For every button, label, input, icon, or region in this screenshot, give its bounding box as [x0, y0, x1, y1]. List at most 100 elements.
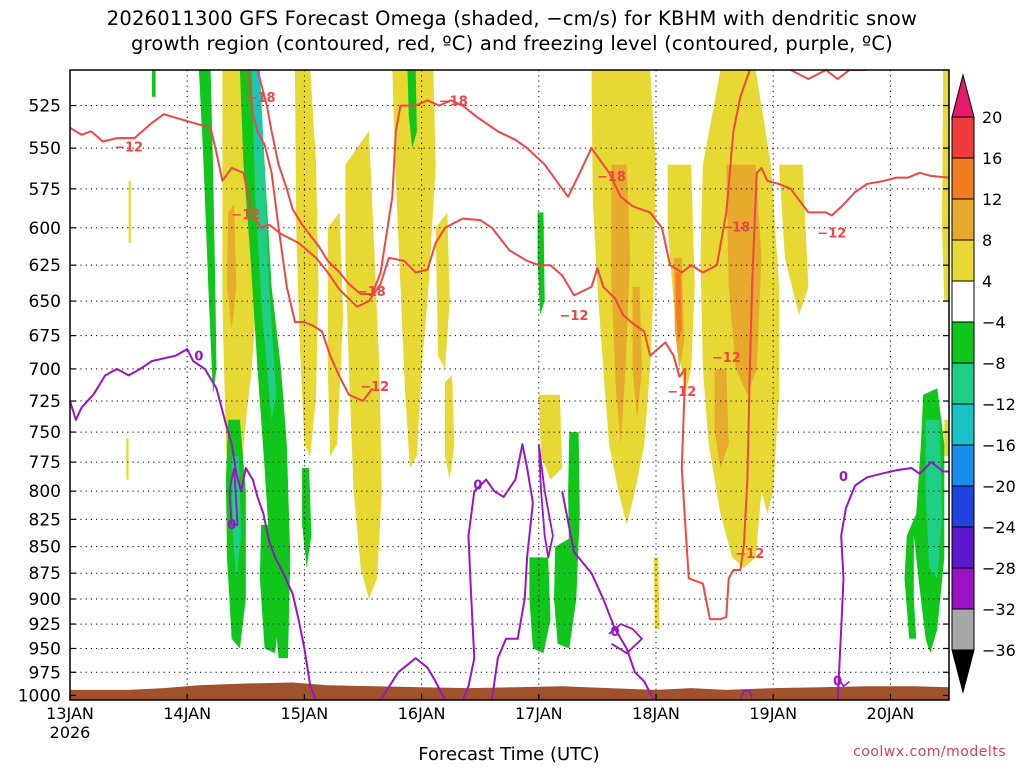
svg-text:−12: −12 — [667, 385, 696, 400]
freezing-contour-0 — [608, 623, 643, 655]
freezing-contour-0 — [379, 657, 446, 700]
colorbar-swatch — [951, 403, 975, 446]
omega-region — [152, 70, 156, 97]
colorbar-swatch — [951, 321, 975, 364]
terrain-fill — [70, 682, 949, 700]
x-tick-label: 13JAN — [46, 704, 94, 723]
contour-label: −18 — [439, 94, 468, 109]
svg-text:−18: −18 — [357, 285, 386, 300]
contour-label: 0 — [839, 470, 848, 485]
y-tick-label: 575 — [29, 180, 61, 200]
colorbar-swatch — [951, 485, 975, 528]
svg-text:−12: −12 — [114, 140, 143, 155]
contour-label: −12 — [360, 380, 389, 395]
svg-text:0: 0 — [227, 518, 236, 533]
colorbar-label: −16 — [982, 436, 1016, 455]
y-axis: 525 550 575 600 625 650 675 700 725 750 775 800 825 8… — [18, 97, 949, 706]
svg-text:0: 0 — [610, 625, 619, 640]
dgz-contour-minus12 — [247, 70, 374, 402]
omega-region — [925, 419, 942, 579]
y-tick-label: 1000 — [18, 686, 61, 706]
contour-layer — [70, 70, 949, 700]
colorbar-label: 4 — [982, 272, 992, 291]
x-tick-label: 15JAN — [281, 704, 329, 723]
x-tick-label: 20JAN — [867, 704, 915, 723]
contour-label: −12 — [114, 140, 143, 155]
y-tick-label: 525 — [29, 97, 61, 117]
contour-label: −12 — [712, 351, 741, 366]
colorbar-swatch — [951, 567, 975, 610]
omega-region — [128, 180, 131, 243]
svg-text:−12: −12 — [360, 380, 389, 395]
omega-region — [632, 286, 642, 420]
omega-region — [392, 70, 436, 468]
colorbar: 20 16 12 8 4 −4 −8 −12 −16 −20 −24 −28 −32 −36 — [951, 73, 1016, 694]
freezing-contour-0 — [537, 444, 554, 559]
x-tick-sublabel: 2026 — [50, 723, 91, 742]
contour-label: −12 — [559, 309, 588, 324]
freezing-contour-0 — [461, 443, 534, 700]
colorbar-label: −28 — [982, 559, 1016, 578]
omega-region — [779, 164, 809, 315]
x-tick-label: 16JAN — [398, 704, 446, 723]
contour-label: 0 — [194, 350, 203, 365]
svg-text:0: 0 — [473, 478, 482, 493]
terrain-layer — [70, 682, 949, 700]
y-tick-label: 775 — [29, 453, 61, 473]
svg-text:−12: −12 — [559, 309, 588, 324]
y-tick-label: 550 — [29, 139, 61, 159]
contour-label: −12 — [667, 385, 696, 400]
x-tick-label: 19JAN — [749, 704, 797, 723]
colorbar-swatch — [951, 239, 975, 282]
y-tick-label: 900 — [29, 590, 61, 610]
omega-region — [611, 164, 631, 445]
omega-region — [407, 70, 417, 149]
colorbar-swatch — [951, 608, 975, 651]
svg-text:−12: −12 — [712, 351, 741, 366]
contour-label: −18 — [721, 220, 750, 235]
x-tick-label: 17JAN — [515, 704, 563, 723]
colorbar-bottom-arrow — [951, 649, 975, 694]
y-tick-label: 750 — [29, 423, 61, 443]
colorbar-swatch — [951, 116, 975, 159]
svg-text:−12: −12 — [735, 547, 764, 562]
omega-region — [944, 419, 949, 457]
contour-label: 0 — [610, 625, 619, 640]
svg-text:−18: −18 — [721, 220, 750, 235]
y-tick-label: 700 — [29, 360, 61, 380]
y-tick-label: 650 — [29, 292, 61, 312]
freezing-contour-0 — [837, 676, 850, 687]
colorbar-label: −32 — [982, 600, 1016, 619]
x-tick-label: 14JAN — [163, 704, 211, 723]
colorbar-label: −4 — [982, 313, 1006, 332]
chart-title: 2026011300 GFS Forecast Omega (shaded, −… — [0, 6, 1024, 56]
omega-region — [295, 70, 319, 457]
contour-label: −12 — [817, 226, 846, 241]
omega-region — [227, 204, 237, 329]
omega-region — [942, 70, 949, 302]
colorbar-label: 8 — [982, 231, 992, 250]
y-tick-label: 850 — [29, 538, 61, 558]
colorbar-label: 20 — [982, 108, 1002, 127]
colorbar-swatch — [951, 444, 975, 487]
colorbar-label: −8 — [982, 354, 1006, 373]
y-tick-label: 675 — [29, 327, 61, 347]
colorbar-label: −24 — [982, 518, 1016, 537]
omega-region — [568, 432, 580, 599]
svg-text:0: 0 — [194, 350, 203, 365]
colorbar-label: −12 — [982, 395, 1016, 414]
colorbar-swatch — [951, 362, 975, 405]
omega-region — [538, 394, 563, 480]
plot-frame — [69, 69, 950, 701]
dgz-contour-minus12 — [790, 70, 867, 80]
y-tick-label: 725 — [29, 392, 61, 412]
colorbar-swatch — [951, 198, 975, 241]
credit-text: coolwx.com/modelts — [853, 744, 1006, 760]
omega-region — [254, 70, 261, 165]
y-tick-label: 875 — [29, 564, 61, 584]
y-tick-label: 825 — [29, 510, 61, 530]
contour-label-layer: −12 −18 −12 −18 −12 −18 −12 −18 −12 −18 −12 −12 −12 0… — [114, 91, 848, 690]
dgz-contour-minus12 — [70, 113, 949, 621]
svg-text:0: 0 — [839, 470, 848, 485]
